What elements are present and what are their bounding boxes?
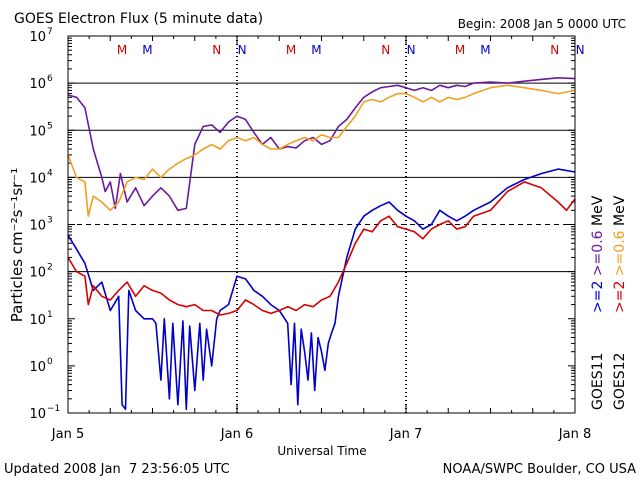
series-line-4	[67, 181, 576, 316]
x-tick-label: Jan 5	[51, 427, 84, 442]
y-tick-exponent: 3	[47, 216, 53, 226]
y-tick-exponent: 1	[47, 310, 53, 320]
y-tick-exponent: 5	[47, 121, 53, 131]
mn-marker: N	[381, 43, 390, 57]
mn-marker: M	[142, 43, 152, 57]
legend-item: >=2	[590, 281, 606, 313]
legend-satellite: GOES12	[612, 353, 628, 410]
mn-marker: M	[480, 43, 490, 57]
mn-marker: N	[550, 43, 559, 57]
mn-marker: M	[311, 43, 321, 57]
y-tick-base: 10	[29, 77, 46, 92]
grid-lines	[67, 36, 576, 414]
legend-item: >=0.6	[590, 230, 606, 280]
mn-marker: M	[455, 43, 465, 57]
x-tick-label: Jan 8	[558, 427, 591, 442]
y-axis-label: Particles cm⁻²s⁻¹sr⁻¹	[8, 168, 26, 322]
legend-unit: MeV	[590, 195, 606, 230]
y-tick-base: 10	[29, 124, 46, 139]
footer-updated: Updated 2008 Jan 7 23:56:05 UTC	[4, 462, 230, 477]
legend-item: >=2	[612, 281, 628, 313]
mn-marker: N	[576, 43, 585, 57]
y-tick-base: 10	[29, 171, 46, 186]
y-tick-label: 10 2	[29, 263, 52, 281]
y-tick-label: 10 7	[29, 27, 52, 45]
x-tick-label: Jan 6	[220, 427, 253, 442]
y-tick-label: 10 3	[29, 216, 52, 234]
x-tick-label: Jan 7	[389, 427, 422, 442]
y-tick-label: 10 −1	[29, 404, 60, 422]
mn-marker: M	[286, 43, 296, 57]
mn-marker: M	[117, 43, 127, 57]
mn-marker: N	[238, 43, 247, 57]
y-tick-exponent: −1	[47, 404, 60, 414]
y-tick-base: 10	[29, 266, 46, 281]
y-tick-label: 10 6	[29, 74, 53, 92]
y-tick-exponent: 0	[47, 357, 53, 367]
series-lines	[67, 77, 576, 411]
legend-satellite: GOES11	[590, 353, 606, 410]
y-tick-label: 10 5	[29, 121, 52, 139]
series-line-3	[67, 168, 576, 411]
y-tick-label: 10 1	[29, 310, 52, 328]
y-tick-exponent: 2	[47, 263, 53, 273]
y-tick-exponent: 4	[47, 168, 53, 178]
begin-label: Begin: 2008 Jan 5 0000 UTC	[458, 17, 626, 31]
legend-item: >=0.6	[612, 230, 628, 280]
y-tick-base: 10	[29, 219, 46, 234]
plot-frame	[67, 35, 576, 414]
series-line-2	[67, 84, 576, 217]
x-axis-label: Universal Time	[277, 444, 366, 458]
x-tick-labels: Jan 5 Jan 6 Jan 7 Jan 8	[51, 427, 591, 442]
legend-unit: MeV	[612, 195, 628, 230]
legend: GOES11 >=2 >=0.6 MeV GOES12 >=2 >=0.6 MeV	[590, 195, 628, 410]
y-tick-base: 10	[29, 30, 46, 45]
legend-entry: >=2 >=0.6 MeV	[590, 195, 606, 313]
y-tick-exponent: 6	[47, 74, 53, 84]
chart-title: GOES Electron Flux (5 minute data)	[14, 11, 263, 27]
y-tick-label: 10 4	[29, 168, 53, 186]
series-line-1	[67, 77, 576, 212]
mn-marker: N	[407, 43, 416, 57]
y-tick-base: 10	[29, 360, 46, 375]
y-tick-base: 10	[29, 313, 46, 328]
y-tick-label: 10 0	[29, 357, 53, 375]
y-tick-base: 10	[29, 407, 46, 422]
footer-source: NOAA/SWPC Boulder, CO USA	[443, 462, 636, 477]
legend-entry: >=2 >=0.6 MeV	[612, 195, 628, 313]
y-tick-exponent: 7	[47, 27, 53, 37]
mn-marker: N	[212, 43, 221, 57]
